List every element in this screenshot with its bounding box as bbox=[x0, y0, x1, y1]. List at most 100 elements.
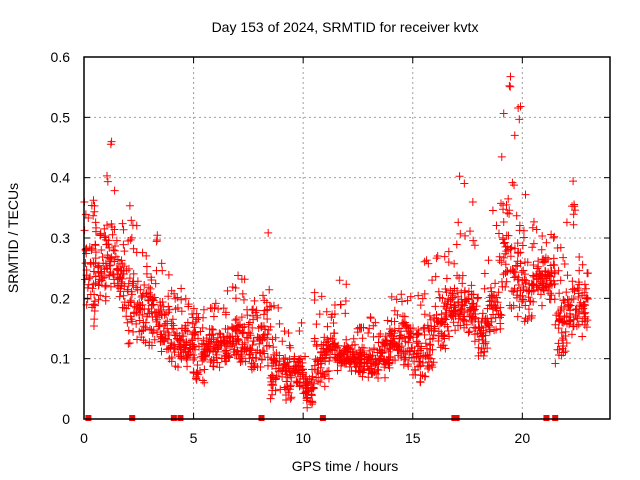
data-point bbox=[506, 82, 515, 91]
zero-point bbox=[543, 415, 550, 421]
data-point bbox=[81, 210, 90, 219]
data-point bbox=[420, 310, 429, 319]
data-point bbox=[291, 369, 300, 378]
data-point bbox=[513, 275, 522, 284]
data-point bbox=[91, 218, 100, 227]
data-point bbox=[151, 312, 160, 321]
data-point bbox=[488, 292, 497, 301]
ticks-layer: 0 0.1 0.2 0.3 0.4 0.5 0.6 0 5 10 15 20 bbox=[51, 49, 610, 446]
data-point bbox=[101, 232, 110, 241]
data-point bbox=[94, 295, 103, 304]
data-point bbox=[231, 284, 240, 293]
data-point bbox=[574, 286, 583, 295]
data-point bbox=[379, 337, 388, 346]
data-point bbox=[91, 248, 100, 257]
data-point bbox=[282, 377, 291, 386]
data-point bbox=[147, 301, 156, 310]
data-point bbox=[453, 286, 462, 295]
data-point bbox=[451, 326, 460, 335]
data-point bbox=[301, 352, 310, 361]
data-point bbox=[211, 299, 220, 308]
data-point bbox=[117, 281, 126, 290]
data-point bbox=[583, 269, 592, 278]
data-point bbox=[502, 231, 511, 240]
zero-point bbox=[453, 415, 460, 421]
data-point bbox=[420, 323, 429, 332]
data-point bbox=[513, 312, 522, 321]
data-point bbox=[258, 291, 267, 300]
data-point bbox=[179, 332, 188, 341]
data-point bbox=[132, 319, 141, 328]
data-point bbox=[269, 343, 278, 352]
data-point bbox=[434, 327, 443, 336]
data-point bbox=[212, 353, 221, 362]
data-point bbox=[104, 253, 113, 262]
data-point bbox=[574, 278, 583, 287]
data-point bbox=[333, 358, 342, 367]
y-tick-label: 0.2 bbox=[51, 290, 71, 306]
points-layer bbox=[80, 72, 592, 412]
data-point bbox=[370, 344, 379, 353]
data-point bbox=[550, 279, 559, 288]
data-point bbox=[403, 296, 412, 305]
data-point bbox=[428, 334, 437, 343]
data-point bbox=[527, 314, 536, 323]
data-point bbox=[109, 246, 118, 255]
data-point bbox=[564, 301, 573, 310]
data-point bbox=[364, 373, 373, 382]
data-point bbox=[454, 314, 463, 323]
data-point bbox=[128, 290, 137, 299]
zero-point bbox=[129, 415, 136, 421]
data-point bbox=[558, 336, 567, 345]
data-point bbox=[491, 313, 500, 322]
data-point bbox=[158, 298, 167, 307]
data-point bbox=[541, 253, 550, 262]
data-point bbox=[103, 264, 112, 273]
data-point bbox=[209, 362, 218, 371]
data-point bbox=[556, 306, 565, 315]
data-point bbox=[141, 338, 150, 347]
data-point bbox=[171, 294, 180, 303]
data-point bbox=[123, 285, 132, 294]
data-point bbox=[545, 271, 554, 280]
data-point bbox=[422, 256, 431, 265]
data-point bbox=[504, 194, 513, 203]
data-point bbox=[182, 341, 191, 350]
data-point bbox=[555, 289, 564, 298]
data-point bbox=[260, 306, 269, 315]
data-point bbox=[177, 284, 186, 293]
data-point bbox=[562, 218, 571, 227]
data-point bbox=[184, 302, 193, 311]
data-point bbox=[364, 328, 373, 337]
data-point bbox=[190, 353, 199, 362]
data-point bbox=[469, 299, 478, 308]
data-point bbox=[316, 348, 325, 357]
data-point bbox=[423, 321, 432, 330]
data-point bbox=[264, 228, 273, 237]
data-point bbox=[256, 363, 265, 372]
data-point bbox=[421, 352, 430, 361]
data-point bbox=[582, 323, 591, 332]
data-point bbox=[578, 332, 587, 341]
data-point bbox=[515, 221, 524, 230]
data-point bbox=[570, 200, 579, 209]
data-point bbox=[421, 351, 430, 360]
data-point bbox=[114, 266, 123, 275]
data-point bbox=[575, 301, 584, 310]
data-point bbox=[481, 322, 490, 331]
data-point bbox=[412, 349, 421, 358]
data-point bbox=[198, 323, 207, 332]
data-point bbox=[135, 327, 144, 336]
data-point bbox=[120, 262, 129, 271]
data-point bbox=[294, 363, 303, 372]
data-point bbox=[262, 298, 271, 307]
data-point bbox=[499, 235, 508, 244]
data-point bbox=[285, 341, 294, 350]
data-point bbox=[442, 288, 451, 297]
data-point bbox=[546, 276, 555, 285]
data-point bbox=[225, 353, 234, 362]
data-point bbox=[260, 330, 269, 339]
data-point bbox=[582, 294, 591, 303]
data-point bbox=[416, 301, 425, 310]
data-point bbox=[466, 227, 475, 236]
